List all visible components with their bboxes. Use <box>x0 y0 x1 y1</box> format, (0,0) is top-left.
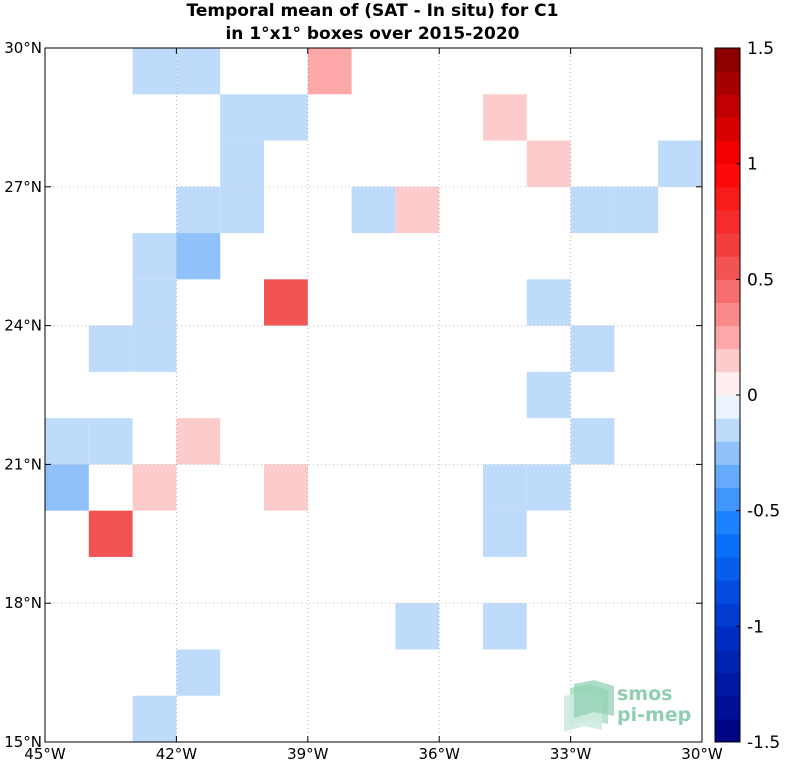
x-tick-label: 39°W <box>287 745 329 763</box>
heatmap-cell <box>132 233 177 280</box>
heatmap-cell <box>570 325 615 372</box>
heatmap-cell <box>658 140 702 187</box>
heatmap-cell <box>220 94 264 141</box>
y-tick-label: 15°N <box>4 733 42 751</box>
colorbar-segment <box>715 649 740 674</box>
logo-wave-icon <box>564 680 614 732</box>
plot-frame <box>44 47 703 743</box>
colorbar-tick-label: -0.5 <box>747 502 780 522</box>
heatmap-cell <box>264 464 308 511</box>
colorbar-segment <box>715 186 740 211</box>
colorbar-tick-label: 0.5 <box>747 270 774 290</box>
heatmap-cell <box>176 233 221 280</box>
heatmap-cell <box>307 48 352 95</box>
colorbar-segment <box>715 371 740 396</box>
heatmap-cell <box>526 140 571 187</box>
heatmap-cell <box>483 94 527 141</box>
colorbar-segment <box>715 718 740 743</box>
colorbar-segment <box>715 533 740 558</box>
heatmap-cell <box>176 649 221 696</box>
colorbar-segment <box>715 163 740 188</box>
heatmap-cell <box>220 140 264 187</box>
colorbar-segment <box>715 279 740 303</box>
y-tick-label: 21°N <box>4 455 42 473</box>
colorbar-segment <box>715 48 740 72</box>
heatmap-cell <box>176 48 221 95</box>
colorbar-segment <box>715 556 740 581</box>
heatmap-cell <box>176 186 221 234</box>
colorbar-segment <box>715 117 740 142</box>
y-tick-label: 18°N <box>4 594 42 612</box>
heatmap-cell <box>526 371 571 419</box>
colorbar-segment <box>715 71 740 95</box>
colorbar-segment <box>715 510 740 535</box>
y-tick-label: 27°N <box>4 178 42 196</box>
colorbar-segment <box>715 626 740 650</box>
heatmap-cell <box>88 325 133 372</box>
heatmap-cell <box>88 418 133 465</box>
colorbar-segment <box>715 348 740 373</box>
x-tick-label: 45°W <box>24 745 66 763</box>
heatmap-cell <box>395 603 440 650</box>
heatmap-cell <box>351 186 396 234</box>
colorbar-segment <box>715 672 740 697</box>
heatmap-cell <box>132 695 177 742</box>
heatmap-cell <box>132 279 177 326</box>
colorbar-segment <box>715 464 740 489</box>
colorbar-tick-label: -1 <box>747 617 764 637</box>
heatmap-cell <box>526 464 571 511</box>
colorbar-segment <box>715 395 740 419</box>
heatmap-cell <box>132 464 177 511</box>
colorbar-segment <box>715 233 740 257</box>
colorbar-segment <box>715 94 740 118</box>
colorbar-segment <box>715 209 740 234</box>
heatmap-cell <box>132 48 177 95</box>
x-tick-label: 30°W <box>681 745 723 763</box>
x-tick-label: 36°W <box>418 745 460 763</box>
heatmap-cell <box>45 464 89 511</box>
heatmap-cell <box>570 186 615 234</box>
colorbar-segment <box>715 580 740 604</box>
heatmap-cell <box>45 418 89 465</box>
heatmap-cell <box>614 186 659 234</box>
colorbar-segment <box>715 418 740 442</box>
chart-title-line-2: in 1°x1° boxes over 2015-2020 <box>225 24 520 44</box>
heatmap-cell <box>220 186 264 234</box>
chart-title: Temporal mean of (SAT - In situ) for C1 … <box>0 0 745 46</box>
colorbar-segment <box>715 441 740 465</box>
y-tick-label: 30°N <box>4 39 42 57</box>
heatmap-cell <box>176 418 221 465</box>
heatmap-cell <box>483 603 527 650</box>
heatmap-cell <box>483 464 527 511</box>
heatmap-cell <box>483 510 527 557</box>
chart-title-line-1: Temporal mean of (SAT - In situ) for C1 <box>186 1 559 21</box>
logo-text-smos: smos <box>617 683 673 705</box>
colorbar-tick-label: -1.5 <box>747 733 780 753</box>
logo-text-pi-mep: pi-mep <box>617 704 692 726</box>
x-tick-label: 33°W <box>550 745 592 763</box>
heatmap-cell <box>132 325 177 372</box>
colorbar-segment <box>715 487 740 512</box>
colorbar-segment <box>715 325 740 350</box>
smos-pi-mep-logo: smos pi-mep <box>560 680 700 732</box>
y-tick-label: 24°N <box>4 317 42 335</box>
colorbar-segment <box>715 140 740 165</box>
x-tick-label: 42°W <box>156 745 198 763</box>
colorbar-segment <box>715 695 740 720</box>
colorbar-segment <box>715 256 740 280</box>
heatmap-cell <box>526 279 571 326</box>
colorbar-tick-label: 1 <box>747 155 758 175</box>
heatmap-cell <box>395 186 440 234</box>
heatmap-cell <box>264 94 308 141</box>
colorbar-tick-label: 1.5 <box>747 39 774 59</box>
heatmap-cell <box>570 418 615 465</box>
colorbar-tick-label: 0 <box>747 386 758 406</box>
heatmap-cell <box>264 279 308 326</box>
heatmap-cell <box>88 510 133 557</box>
colorbar-segment <box>715 302 740 327</box>
colorbar-segment <box>715 603 740 627</box>
